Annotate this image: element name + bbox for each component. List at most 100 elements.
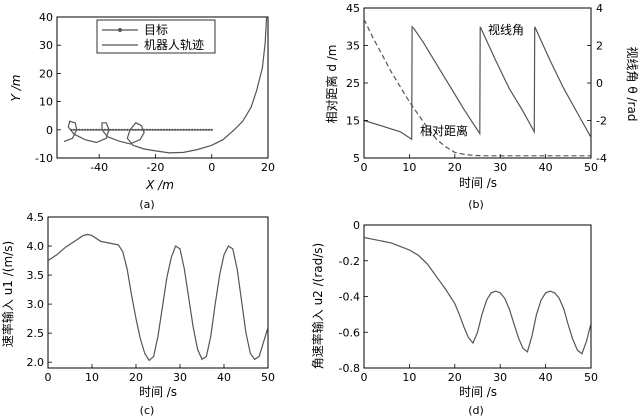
a-xtick-label: 0 — [208, 161, 215, 174]
d-ytick-label: -0.8 — [339, 362, 360, 375]
target-point — [95, 128, 98, 131]
tick-labels-a: -40 -20 0 20 -10 0 10 20 30 40 — [35, 11, 275, 174]
panel-c: 0 10 20 30 40 50 2.0 2.5 3.0 3.5 4.0 4.5 时间 /s 速率输入… — [0, 211, 275, 417]
b-left-ytick-label: 35 — [346, 40, 360, 53]
ylabel-c: 速率输入 u1 /(m/s) — [0, 241, 15, 347]
target-point — [117, 128, 120, 131]
b-xtick-label: 40 — [539, 161, 553, 174]
target-point — [176, 128, 180, 131]
d-ytick-label: 0 — [353, 219, 360, 232]
target-point — [81, 128, 84, 131]
c-xtick-label: 30 — [173, 371, 187, 384]
target-point — [199, 128, 202, 131]
a-xtick-label: -20 — [146, 161, 164, 174]
ylabel-d: 角速率输入 u2 /(rad/s) — [310, 243, 325, 369]
target-point — [157, 128, 160, 131]
target-point — [179, 128, 182, 131]
target-point — [148, 128, 151, 131]
target-point — [78, 128, 81, 131]
d-ytick-label: -0.4 — [339, 291, 360, 304]
target-point — [162, 128, 166, 131]
target-point — [72, 128, 75, 131]
target-point — [205, 128, 208, 131]
xlabel-b: 时间 /s — [459, 176, 497, 190]
target-point — [151, 128, 154, 131]
panel-label-d: (d) — [468, 404, 484, 417]
target-point — [114, 128, 118, 131]
target-point — [89, 128, 92, 131]
target-point — [84, 128, 87, 131]
target-point — [190, 128, 194, 131]
plot-area-a — [63, 17, 268, 154]
d-ytick-label: -0.6 — [339, 326, 360, 339]
a-ytick-label: 10 — [39, 96, 53, 109]
b-left-ytick-label: 5 — [353, 152, 360, 165]
legend-label-robot: 机器人轨迹 — [144, 38, 204, 52]
plot-area-c — [48, 233, 268, 362]
target-point — [92, 128, 95, 131]
target-point — [182, 128, 185, 131]
series-robot-trajectory — [63, 17, 268, 154]
series-u2 — [364, 236, 591, 355]
legend-box-a — [96, 19, 216, 54]
xlabel-c: 时间 /s — [139, 385, 177, 399]
c-xtick-label: 0 — [45, 371, 52, 384]
panel-a: -40 -20 0 20 -10 0 10 20 30 40 X /m Y /m 目标 机器人轨迹… — [9, 11, 275, 211]
target-point — [193, 128, 196, 131]
series-relative-distance — [364, 19, 591, 157]
c-ytick-label: 3.0 — [27, 298, 45, 311]
plot-frame-a — [56, 16, 269, 159]
target-point — [137, 128, 140, 131]
b-right-ytick-label: 0 — [596, 77, 603, 90]
target-point — [98, 128, 101, 131]
c-ytick-label: 4.5 — [27, 211, 45, 224]
b-right-ytick-label: -2 — [596, 115, 607, 128]
panel-b: 0 10 20 30 40 50 5 15 25 35 45 -4 -2 0 2 4 时间 /s 相对距离 d… — [324, 2, 640, 211]
c-xtick-label: 50 — [261, 371, 275, 384]
d-xtick-label: 50 — [584, 371, 598, 384]
series-u1 — [48, 233, 268, 362]
target-point — [188, 128, 191, 131]
ylabel-a: Y /m — [9, 75, 23, 102]
b-left-ytick-label: 25 — [346, 77, 360, 90]
b-left-ytick-label: 45 — [346, 2, 360, 15]
b-xtick-label: 10 — [402, 161, 416, 174]
d-xtick-label: 20 — [448, 371, 462, 384]
c-ytick-label: 2.5 — [27, 327, 45, 340]
target-point — [196, 128, 199, 131]
panel-label-a: (a) — [139, 198, 154, 211]
a-ytick-label: -10 — [35, 152, 53, 165]
b-xtick-label: 30 — [493, 161, 507, 174]
target-point — [202, 128, 205, 131]
b-right-ytick-label: 4 — [596, 2, 603, 15]
target-point — [171, 128, 174, 131]
c-ytick-label: 4.0 — [27, 240, 45, 253]
target-point — [123, 128, 126, 131]
target-point — [112, 128, 115, 131]
b-xtick-label: 0 — [361, 161, 368, 174]
annotation-rel-distance: 相对距离 — [420, 123, 468, 138]
target-point — [159, 128, 163, 131]
xlabel-d: 时间 /s — [459, 385, 497, 399]
target-point — [207, 128, 211, 131]
d-xtick-label: 30 — [493, 371, 507, 384]
plot-frame-c — [47, 216, 269, 369]
target-point — [134, 128, 137, 131]
tick-labels-b: 0 10 20 30 40 50 5 15 25 35 45 -4 -2 0 2 4 — [346, 2, 607, 174]
d-xtick-label: 40 — [539, 371, 553, 384]
b-xtick-label: 20 — [448, 161, 462, 174]
c-ytick-label: 2.0 — [27, 356, 45, 369]
plot-area-d — [364, 236, 591, 355]
ylabel-b-left: 相对距离 d /m — [324, 45, 339, 124]
legend-marker-target — [118, 28, 122, 32]
legend-a: 目标 机器人轨迹 — [96, 19, 216, 54]
target-point — [210, 128, 213, 131]
a-xtick-label: -40 — [90, 161, 108, 174]
target-point — [126, 128, 129, 131]
series-los-angle — [364, 25, 591, 141]
a-ytick-label: 40 — [39, 11, 53, 24]
plot-area-b — [364, 19, 591, 157]
xlabel-a: X /m — [145, 178, 174, 192]
d-xtick-label: 0 — [361, 371, 368, 384]
